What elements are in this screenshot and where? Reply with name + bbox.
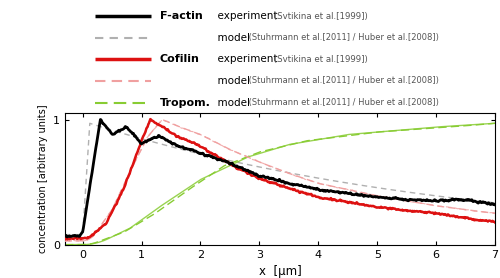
Y-axis label: concentration [arbitrary units]: concentration [arbitrary units] [38, 105, 48, 253]
Text: (Stuhrmann et al.[2011] / Huber et al.[2008]): (Stuhrmann et al.[2011] / Huber et al.[2… [246, 98, 438, 107]
Text: (Stuhrmann et al.[2011] / Huber et al.[2008]): (Stuhrmann et al.[2011] / Huber et al.[2… [246, 76, 438, 85]
Text: model: model [211, 98, 250, 108]
Text: model: model [211, 76, 250, 86]
Text: experiment: experiment [211, 54, 278, 64]
Text: Cofilin: Cofilin [160, 54, 200, 64]
Text: experiment: experiment [211, 11, 278, 21]
Text: (Stuhrmann et al.[2011] / Huber et al.[2008]): (Stuhrmann et al.[2011] / Huber et al.[2… [246, 33, 438, 42]
Text: (Svtikina et al.[1999]): (Svtikina et al.[1999]) [272, 55, 368, 64]
Text: Tropom.: Tropom. [160, 98, 210, 108]
X-axis label: x  [μm]: x [μm] [258, 265, 302, 278]
Text: (Svtikina et al.[1999]): (Svtikina et al.[1999]) [272, 12, 368, 21]
Text: F-actin: F-actin [160, 11, 202, 21]
Text: model: model [211, 33, 250, 43]
